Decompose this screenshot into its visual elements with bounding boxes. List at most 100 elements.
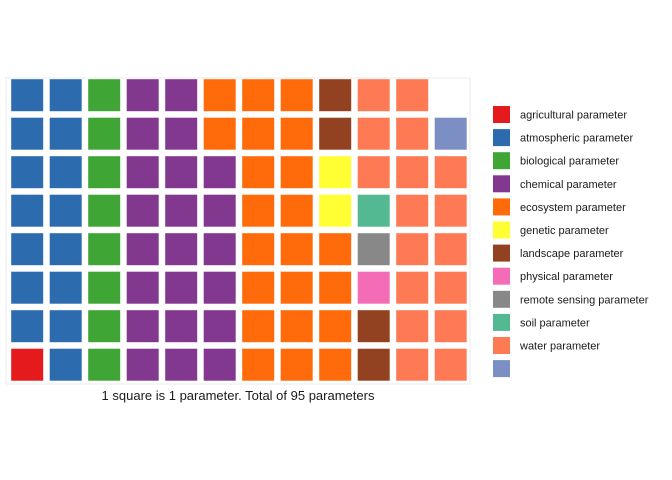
waffle-cell	[242, 348, 275, 381]
waffle-cell	[165, 194, 198, 227]
legend-label: genetic parameter	[520, 225, 609, 237]
waffle-cell	[242, 271, 275, 304]
waffle-cells	[11, 79, 467, 381]
waffle-cell	[280, 233, 313, 266]
waffle-cell	[434, 310, 467, 343]
waffle-cell	[88, 79, 121, 112]
waffle-cell	[357, 194, 390, 227]
waffle-cell	[396, 194, 429, 227]
legend-key	[493, 152, 510, 170]
waffle-cell	[396, 156, 429, 189]
waffle-cell	[88, 271, 121, 304]
waffle-cell	[357, 117, 390, 150]
legend-label: biological parameter	[520, 156, 619, 168]
waffle-cell	[126, 194, 159, 227]
waffle-cell	[396, 79, 429, 112]
waffle-cell	[280, 156, 313, 189]
waffle-cell	[165, 271, 198, 304]
waffle-cell	[319, 79, 352, 112]
legend-label: soil parameter	[520, 317, 590, 329]
waffle-cell	[11, 194, 44, 227]
waffle-cell	[357, 348, 390, 381]
legend-key	[493, 267, 510, 285]
waffle-cell	[319, 348, 352, 381]
waffle-cell	[88, 348, 121, 381]
waffle-cell	[126, 117, 159, 150]
legend-key	[493, 175, 510, 193]
legend-key	[493, 360, 510, 378]
waffle-cell	[242, 156, 275, 189]
waffle-cell	[396, 271, 429, 304]
legend-key	[493, 106, 510, 123]
waffle-cell	[49, 310, 82, 343]
waffle-cell	[357, 310, 390, 343]
legend-key	[493, 290, 510, 308]
waffle-cell	[319, 194, 352, 227]
waffle-cell	[280, 271, 313, 304]
waffle-cell	[434, 233, 467, 266]
waffle-cell	[49, 117, 82, 150]
waffle-cell	[11, 233, 44, 266]
waffle-cell	[203, 348, 236, 381]
waffle-cell	[280, 310, 313, 343]
waffle-cell	[242, 79, 275, 112]
waffle-cell	[434, 194, 467, 227]
waffle-cell	[165, 233, 198, 266]
waffle-cell	[396, 233, 429, 266]
waffle-cell	[203, 79, 236, 112]
waffle-cell	[242, 194, 275, 227]
waffle-cell	[280, 194, 313, 227]
waffle-cell	[49, 348, 82, 381]
waffle-cell	[88, 310, 121, 343]
legend-key	[493, 244, 510, 262]
waffle-cell	[88, 233, 121, 266]
waffle-cell	[319, 117, 352, 150]
waffle-cell	[49, 79, 82, 112]
waffle-cell	[126, 271, 159, 304]
waffle-cell	[203, 271, 236, 304]
legend-label: agricultural parameter	[520, 110, 627, 122]
waffle-cell	[396, 117, 429, 150]
legend-label: physical parameter	[520, 271, 613, 283]
legend-key	[493, 198, 510, 216]
waffle-cell	[280, 79, 313, 112]
waffle-cell	[434, 348, 467, 381]
panel-border	[5, 77, 471, 385]
waffle-cell	[203, 310, 236, 343]
waffle-cell	[126, 156, 159, 189]
waffle-cell	[11, 310, 44, 343]
waffle-cell	[165, 117, 198, 150]
waffle-cell	[49, 194, 82, 227]
legend-key	[493, 129, 510, 147]
waffle-cell	[319, 310, 352, 343]
legend-label: remote sensing parameter	[520, 294, 649, 306]
waffle-cell	[357, 271, 390, 304]
waffle-cell	[49, 271, 82, 304]
waffle-cell	[203, 233, 236, 266]
legend-key	[493, 313, 510, 331]
legend-key	[493, 337, 510, 354]
waffle-cell	[396, 310, 429, 343]
waffle-cell	[396, 348, 429, 381]
waffle-cell	[126, 310, 159, 343]
waffle-cell	[434, 271, 467, 304]
waffle-cell	[88, 156, 121, 189]
waffle-cell	[11, 348, 44, 381]
waffle-cell	[319, 233, 352, 266]
waffle-cell	[126, 348, 159, 381]
legend-label: chemical parameter	[520, 179, 617, 191]
waffle-cell	[280, 348, 313, 381]
waffle-cell	[165, 348, 198, 381]
waffle-cell	[203, 156, 236, 189]
waffle-cell	[242, 310, 275, 343]
waffle-cell	[357, 156, 390, 189]
waffle-cell	[357, 79, 390, 112]
waffle-cell	[357, 233, 390, 266]
waffle-cell	[88, 117, 121, 150]
waffle-cell	[11, 271, 44, 304]
waffle-cell	[126, 233, 159, 266]
waffle-cell	[126, 79, 159, 112]
waffle-cell	[242, 233, 275, 266]
legend-label: ecosystem parameter	[520, 202, 626, 214]
